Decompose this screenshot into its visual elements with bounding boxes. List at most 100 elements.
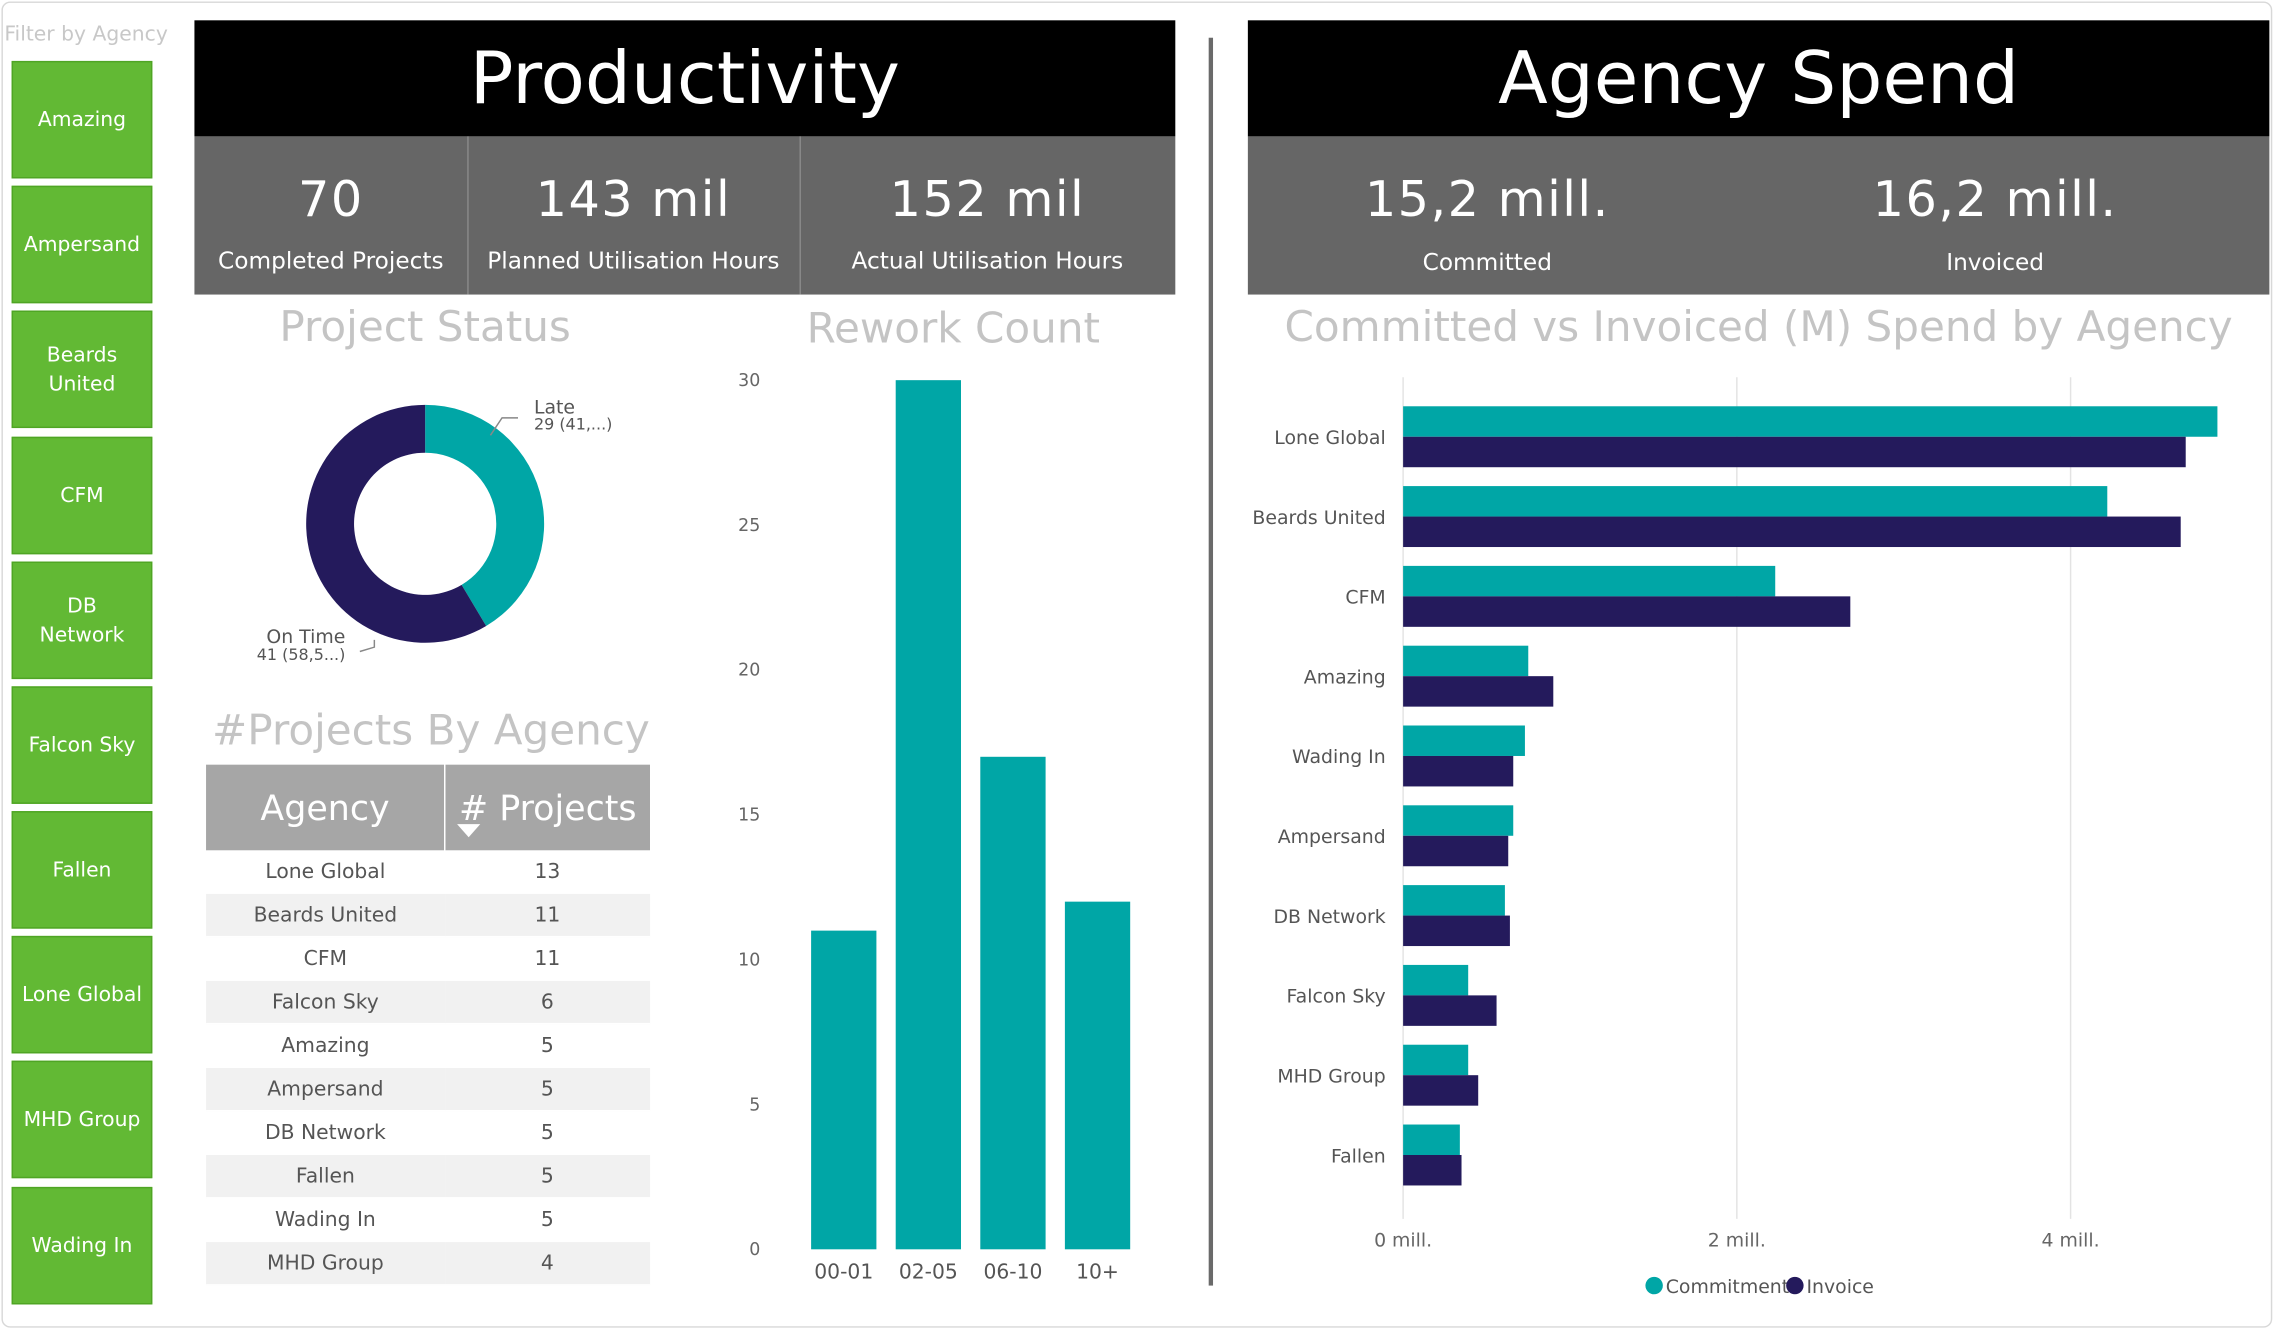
spend-kpi-bar: 15,2 mill. Committed 16,2 mill. Invoiced — [1247, 136, 2270, 295]
x-tick-label: 2 mill. — [1708, 1229, 1766, 1251]
rework-count-title: Rework Count — [806, 303, 1101, 353]
category-label: MHD Group — [1277, 1065, 1385, 1087]
category-label: Amazing — [1304, 666, 1386, 688]
table-row[interactable]: Amazing 5 — [206, 1023, 651, 1068]
spend-by-agency-title: Committed vs Invoiced (M) Spend by Agenc… — [1284, 301, 2233, 352]
project-count-cell: 5 — [444, 1110, 651, 1155]
x-tick-label: 00-01 — [814, 1259, 873, 1283]
filter-label: Filter by Agency — [4, 23, 168, 47]
y-tick-label: 10 — [738, 950, 760, 970]
kpi-planned-hours-value: 143 mil — [535, 171, 732, 230]
kpi-invoiced-value: 16,2 mill. — [1872, 171, 2118, 230]
rework-count-chart: 0 5 10 15 20 25 30 00-01 02-05 06-10 10+ — [738, 371, 1131, 1283]
table-row[interactable]: Beards United 11 — [206, 893, 651, 938]
table-row[interactable]: Wading In 5 — [206, 1197, 651, 1243]
slicer-item-cfm[interactable]: CFM — [11, 436, 153, 555]
bar-commitment-mhd-group — [1403, 1044, 1469, 1076]
project-count-cell: 11 — [444, 936, 651, 981]
x-tick-label: 02-05 — [899, 1259, 958, 1283]
category-label: Lone Global — [1274, 427, 1385, 449]
rework-bar-02-05 — [895, 380, 961, 1250]
slicer-item-ampersand[interactable]: Ampersand — [11, 185, 153, 304]
bar-commitment-db-network — [1403, 885, 1505, 916]
donut-label-ontime-value: 41 (58,5...) — [257, 645, 346, 664]
donut-leader-line — [359, 639, 376, 653]
slicer-item-amazing[interactable]: Amazing — [11, 60, 153, 179]
project-count-cell: 4 — [444, 1241, 651, 1286]
table-row[interactable]: DB Network 5 — [206, 1110, 651, 1155]
rework-bar-06-10 — [980, 756, 1046, 1250]
table-row[interactable]: CFM 11 — [206, 936, 651, 981]
slicer-item-mhd-group[interactable]: MHD Group — [11, 1060, 153, 1179]
project-count-cell: 5 — [444, 1067, 651, 1112]
productivity-title: Productivity — [194, 20, 1176, 137]
table-row[interactable]: Ampersand 5 — [206, 1067, 651, 1112]
bar-invoice-cfm — [1403, 596, 1851, 627]
project-count-cell: 5 — [444, 1154, 651, 1199]
bar-commitment-ampersand — [1403, 805, 1514, 836]
agency-name-cell: Fallen — [206, 1154, 445, 1199]
legend-invoice-label: Invoice — [1806, 1276, 1873, 1298]
bar-commitment-lone-global — [1403, 406, 2218, 437]
legend-invoice-marker — [1786, 1276, 1804, 1295]
agency-spend-title: Agency Spend — [1247, 20, 2270, 137]
bar-invoice-wading-in — [1403, 755, 1514, 787]
y-tick-label: 5 — [749, 1095, 760, 1115]
bar-commitment-amazing — [1403, 645, 1529, 677]
agency-name-cell: Wading In — [206, 1197, 445, 1243]
table-row[interactable]: MHD Group 4 — [206, 1241, 651, 1286]
slicer-item-fallen[interactable]: Fallen — [11, 811, 153, 929]
donut-label-late-value: 29 (41,...) — [534, 414, 612, 433]
agency-name-cell: Beards United — [206, 893, 445, 938]
donut-slice-on-time — [306, 404, 487, 643]
category-label: DB Network — [1274, 906, 1386, 928]
bar-invoice-falcon-sky — [1403, 995, 1497, 1026]
category-label: Wading In — [1292, 746, 1386, 768]
project-count-cell: 5 — [444, 1197, 651, 1243]
category-label: Ampersand — [1278, 826, 1386, 848]
bar-invoice-amazing — [1403, 676, 1554, 707]
kpi-planned-hours-label: Planned Utilisation Hours — [487, 246, 780, 275]
y-tick-label: 25 — [738, 516, 760, 536]
kpi-invoiced-label: Invoiced — [1946, 248, 2044, 276]
project-count-cell: 13 — [444, 850, 651, 894]
y-tick-label: 0 — [749, 1240, 760, 1260]
projects-by-agency-title: #Projects By Agency — [212, 705, 650, 755]
legend-commitment-marker — [1645, 1276, 1663, 1295]
x-tick-label: 0 mill. — [1374, 1229, 1432, 1251]
project-count-cell: 5 — [444, 1023, 651, 1068]
agency-name-cell: Ampersand — [206, 1067, 445, 1112]
sort-descending-icon[interactable] — [457, 824, 481, 838]
table-row[interactable]: Falcon Sky 6 — [206, 980, 651, 1025]
rework-bar-10+ — [1064, 901, 1131, 1250]
slicer-item-falcon-sky[interactable]: Falcon Sky — [11, 686, 153, 804]
donut-label-late-name: Late — [534, 397, 575, 419]
donut-label-ontime-name: On Time — [266, 626, 345, 648]
bar-invoice-fallen — [1403, 1154, 1462, 1186]
slicer-item-wading-in[interactable]: Wading In — [11, 1186, 153, 1305]
slicer-item-beards-united[interactable]: Beards United — [11, 310, 153, 429]
project-count-cell: 11 — [444, 893, 651, 938]
kpi-completed-projects-label: Completed Projects — [218, 246, 444, 275]
table-row[interactable]: Lone Global 13 — [206, 850, 651, 894]
productivity-kpi-bar: 70 Completed Projects 143 mil Planned Ut… — [194, 136, 1176, 295]
kpi-committed-label: Committed — [1422, 248, 1552, 276]
x-tick-label: 4 mill. — [2042, 1229, 2100, 1251]
slicer-item-db-network[interactable]: DB Network — [11, 561, 153, 680]
x-tick-label: 06-10 — [983, 1259, 1042, 1283]
agency-name-cell: DB Network — [206, 1110, 445, 1155]
column-header-projects[interactable]: # Projects — [444, 764, 651, 851]
table-row[interactable]: Fallen 5 — [206, 1154, 651, 1199]
bar-commitment-falcon-sky — [1403, 964, 1469, 996]
column-header-agency[interactable]: Agency — [206, 764, 446, 851]
project-status-title: Project Status — [279, 301, 571, 352]
bar-invoice-ampersand — [1403, 835, 1509, 867]
agency-name-cell: Amazing — [206, 1023, 445, 1068]
bar-commitment-fallen — [1403, 1124, 1460, 1155]
legend-commitment-label: Commitment — [1666, 1276, 1789, 1298]
y-tick-label: 30 — [738, 371, 760, 391]
y-tick-label: 15 — [738, 806, 760, 826]
y-tick-label: 20 — [738, 661, 760, 681]
slicer-item-lone-global[interactable]: Lone Global — [11, 935, 153, 1054]
category-label: Beards United — [1252, 507, 1385, 529]
